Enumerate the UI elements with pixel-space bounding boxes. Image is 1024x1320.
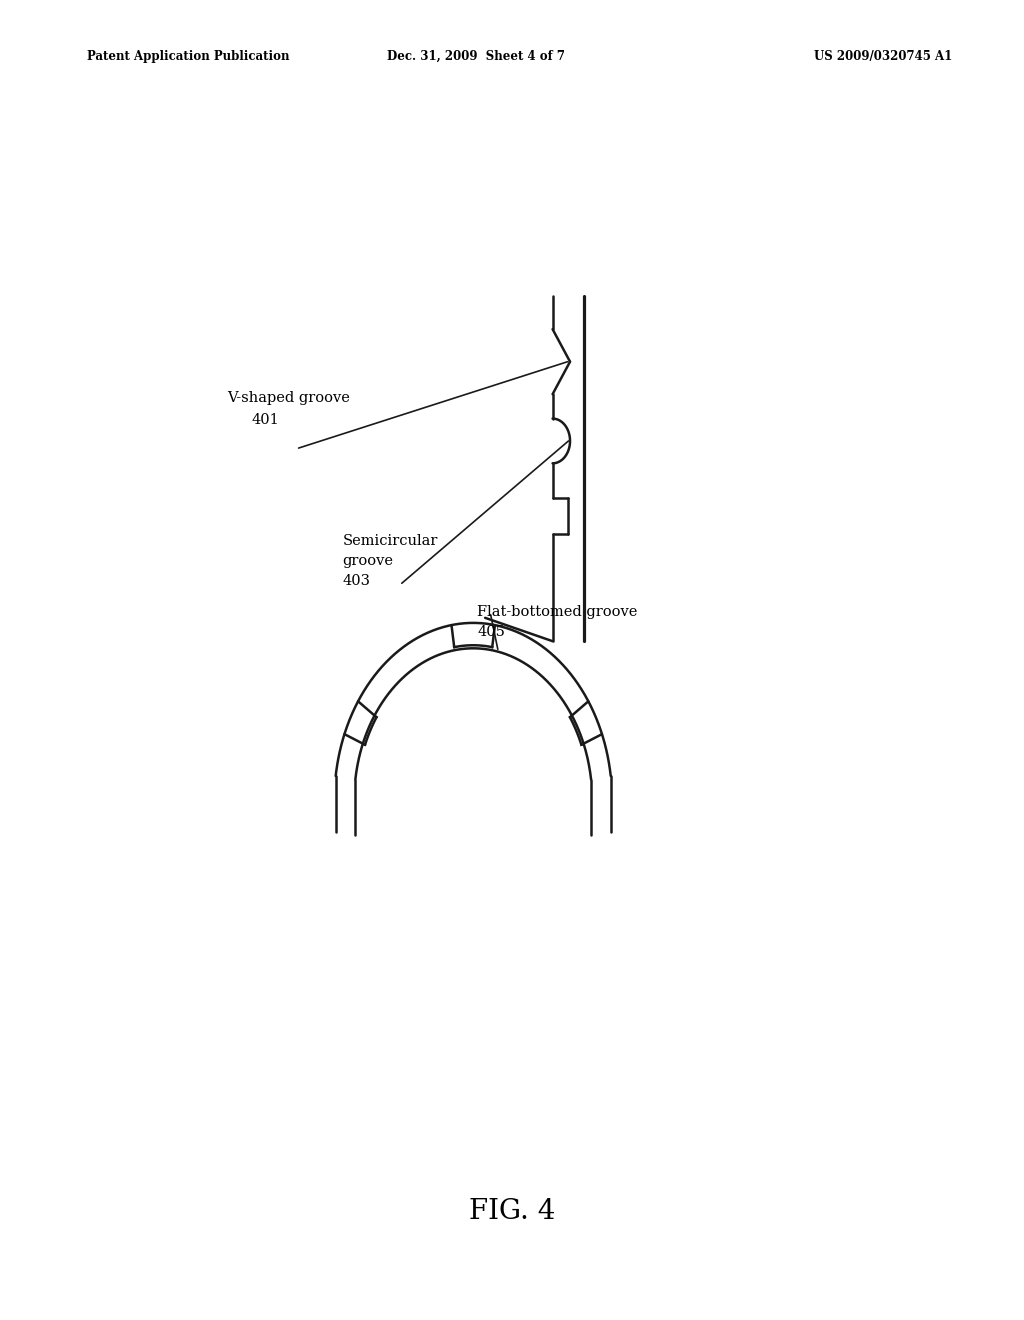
Text: Patent Application Publication: Patent Application Publication [87, 50, 290, 63]
Text: Flat-bottomed groove: Flat-bottomed groove [477, 605, 638, 619]
Text: Dec. 31, 2009  Sheet 4 of 7: Dec. 31, 2009 Sheet 4 of 7 [387, 50, 565, 63]
Text: 401: 401 [251, 413, 279, 426]
Text: FIG. 4: FIG. 4 [469, 1199, 555, 1225]
Text: 405: 405 [477, 626, 505, 639]
Text: V-shaped groove: V-shaped groove [227, 392, 350, 405]
Text: groove: groove [342, 554, 393, 568]
Text: Semicircular: Semicircular [342, 533, 437, 548]
Text: US 2009/0320745 A1: US 2009/0320745 A1 [814, 50, 952, 63]
Text: 403: 403 [342, 574, 371, 589]
